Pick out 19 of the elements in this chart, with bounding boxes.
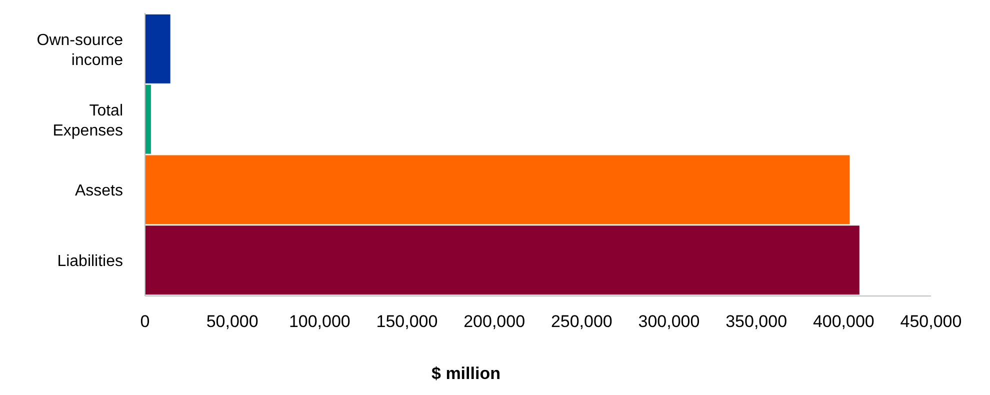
x-tick-label: 250,000 — [550, 312, 612, 331]
y-tick-label: Total Expenses — [52, 102, 123, 140]
x-tick-label: 100,000 — [288, 312, 350, 331]
x-axis-title: $ million — [432, 364, 500, 383]
bar — [145, 155, 850, 224]
x-tick-label: 0 — [140, 312, 150, 331]
x-tick-label: 450,000 — [900, 312, 962, 331]
x-tick-label: 200,000 — [464, 312, 526, 331]
x-tick-label: 350,000 — [726, 312, 788, 331]
bar — [145, 226, 860, 295]
bar — [145, 84, 151, 154]
bar — [145, 14, 170, 84]
y-tick-label: Assets — [74, 182, 123, 200]
y-tick-label: Own-source income — [36, 32, 124, 69]
x-tick-label: 150,000 — [376, 312, 438, 331]
x-tick-label: 50,000 — [206, 312, 258, 331]
x-tick-label: 300,000 — [638, 312, 700, 331]
x-tick-label: 400,000 — [812, 312, 874, 331]
y-tick-label: Liabilities — [57, 253, 123, 270]
